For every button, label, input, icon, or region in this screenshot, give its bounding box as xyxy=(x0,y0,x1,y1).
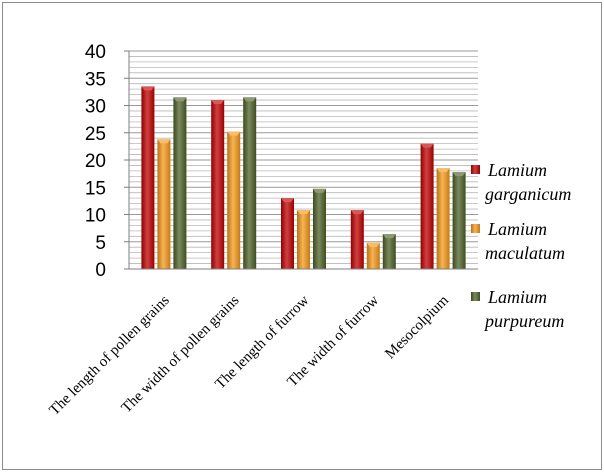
bar xyxy=(382,234,396,269)
bar-body xyxy=(173,97,187,269)
bar-cap xyxy=(141,86,155,91)
bar-cap xyxy=(313,188,326,193)
bar-body xyxy=(313,188,326,269)
legend: Lamium garganicum Lamium maculatum Lamium pur… xyxy=(471,160,571,331)
y-tick-label: 40 xyxy=(85,42,106,63)
bar-cap xyxy=(382,234,396,239)
legend-swatch xyxy=(471,292,480,301)
bar-cap xyxy=(281,198,294,203)
grid-lines xyxy=(129,50,478,270)
bar xyxy=(173,97,187,269)
bar xyxy=(452,171,466,269)
bar-body xyxy=(382,234,396,269)
bar xyxy=(436,168,450,269)
bar-cap xyxy=(366,242,380,247)
x-category-label: Mesocolpium xyxy=(382,292,452,362)
bar xyxy=(297,210,310,269)
bar-body xyxy=(297,210,310,269)
bar xyxy=(157,139,171,269)
bar xyxy=(350,210,364,269)
y-tick-label: 15 xyxy=(85,178,106,199)
bar-body xyxy=(420,143,434,269)
bar-body xyxy=(452,171,466,269)
legend-item: Lamium maculatum xyxy=(471,219,565,263)
bar-cap xyxy=(211,100,225,105)
bar-body xyxy=(436,168,450,269)
legend-swatch xyxy=(471,224,480,233)
legend-label: purpureum xyxy=(483,311,564,331)
legend-swatch xyxy=(471,165,480,174)
bar-cap xyxy=(173,97,187,102)
bar-cap xyxy=(243,97,257,102)
bar xyxy=(243,97,257,269)
y-tick-label: 10 xyxy=(85,206,106,227)
bar-cap xyxy=(420,143,434,148)
bar xyxy=(313,188,326,269)
bar-cap xyxy=(436,168,450,173)
bar xyxy=(141,86,155,269)
y-tick-label: 0 xyxy=(95,260,106,281)
bar xyxy=(366,242,380,269)
legend-label: Lamium xyxy=(487,219,547,239)
bar xyxy=(281,198,294,269)
bar-chart: 0 5 10 15 20 25 30 35 40 The length of pollen gr… xyxy=(47,42,572,419)
bar-body xyxy=(350,210,364,269)
bar-cap xyxy=(452,171,466,176)
bar-body xyxy=(141,86,155,269)
bar xyxy=(227,131,241,269)
bar-cap xyxy=(297,210,310,215)
bars xyxy=(141,86,466,269)
bar-cap xyxy=(350,210,364,215)
legend-item: Lamium purpureum xyxy=(471,287,564,331)
bar-body xyxy=(157,139,171,269)
bar-body xyxy=(281,198,294,269)
bar-body xyxy=(366,242,380,269)
y-tick-label: 30 xyxy=(85,97,106,118)
x-category-label: The length of pollen grains xyxy=(47,292,173,418)
legend-label: maculatum xyxy=(485,243,565,263)
y-tick-label: 5 xyxy=(95,233,106,254)
bar xyxy=(211,100,225,269)
y-axis: 0 5 10 15 20 25 30 35 40 xyxy=(85,42,130,281)
bar-body xyxy=(211,100,225,269)
bar-cap xyxy=(157,139,171,144)
x-category-label: The width of pollen grains xyxy=(119,292,243,416)
bar-body xyxy=(227,131,241,269)
y-tick-label: 25 xyxy=(85,124,106,145)
legend-label: garganicum xyxy=(485,184,571,204)
bar xyxy=(420,143,434,269)
bar-body xyxy=(243,97,257,269)
y-tick-label: 35 xyxy=(85,69,106,90)
legend-label: Lamium xyxy=(487,160,547,180)
legend-label: Lamium xyxy=(487,287,547,307)
legend-item: Lamium garganicum xyxy=(471,160,571,204)
y-tick-label: 20 xyxy=(85,151,106,172)
bar-cap xyxy=(227,131,241,136)
